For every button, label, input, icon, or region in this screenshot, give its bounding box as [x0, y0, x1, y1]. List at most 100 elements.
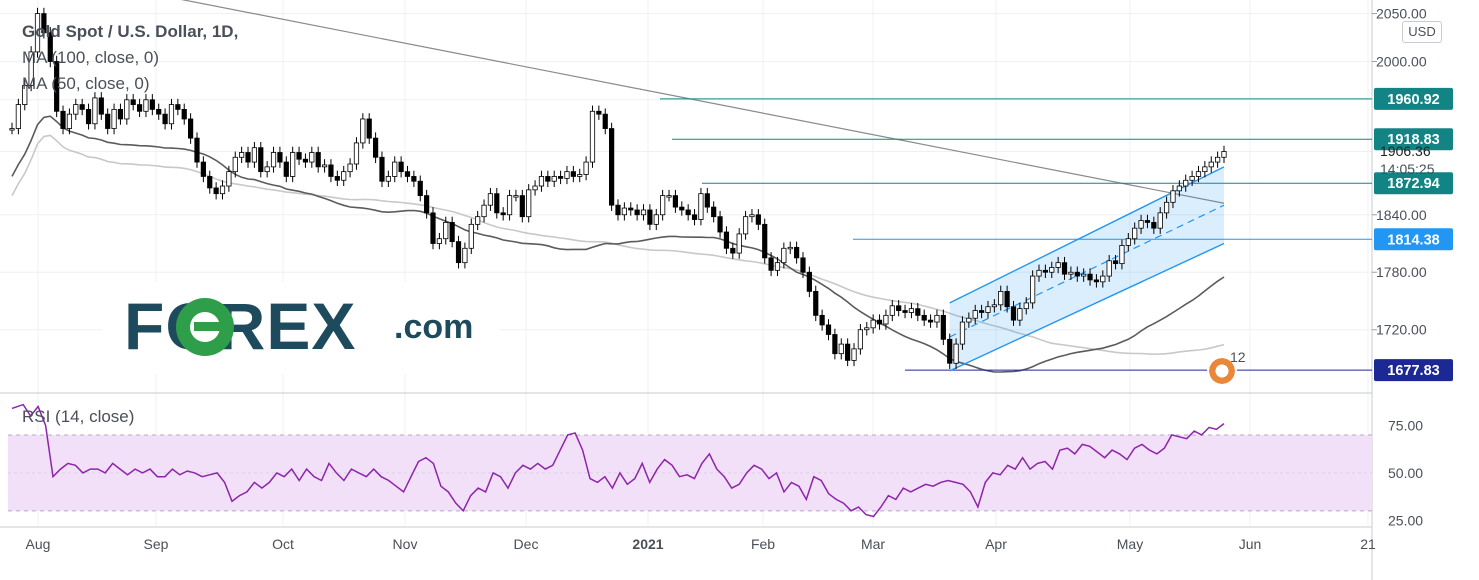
- candle-body-152: [979, 310, 985, 313]
- candle-body-119: [768, 257, 774, 271]
- candle-body-33: [219, 185, 226, 195]
- candle-body-97: [628, 207, 634, 211]
- candle-body-105: [679, 206, 685, 211]
- candle-body-2: [22, 85, 28, 105]
- candle-body-160: [1030, 275, 1036, 304]
- candle-body-108: [698, 193, 704, 220]
- candle-body-59: [385, 176, 391, 182]
- candle-body-120: [774, 262, 781, 271]
- candle-body-173: [1112, 260, 1119, 265]
- candle-body-158: [1017, 308, 1023, 321]
- candle-body-34: [226, 171, 232, 187]
- candle-body-103: [666, 195, 672, 198]
- candle-body-162: [1042, 269, 1048, 273]
- candle-body-179: [1151, 222, 1157, 229]
- time-axis[interactable]: Aug Sep Oct Nov Dec 2021 Feb Mar Apr May Jun 21: [26, 536, 1376, 552]
- candle-body-187: [1202, 166, 1208, 173]
- candle-body-55: [360, 118, 366, 144]
- event-label[interactable]: 12: [1230, 349, 1246, 365]
- price-label-box-0: [1374, 87, 1453, 110]
- candle-body-100: [647, 209, 653, 225]
- candle-body-178: [1144, 220, 1151, 223]
- candle-body-94: [609, 128, 615, 206]
- candle-body-6: [47, 32, 53, 62]
- rsi-path: [11, 403, 1225, 518]
- candle-body-148: [953, 343, 959, 364]
- candle-body-177: [1138, 220, 1144, 229]
- candle-body-90: [583, 161, 589, 175]
- candle-body-132: [851, 348, 857, 361]
- candle-body-41: [270, 152, 277, 168]
- candle-body-142: [915, 308, 921, 316]
- candle-body-139: [896, 305, 902, 311]
- price-label-0: 1960.92: [1387, 92, 1439, 108]
- candle-body-80: [519, 195, 525, 218]
- candle-body-32: [213, 187, 219, 195]
- logo-o-bar: [194, 322, 230, 331]
- month-label-1: Sep: [144, 536, 169, 552]
- chart-title[interactable]: Gold Spot / U.S. Dollar, 1D,: [22, 22, 239, 41]
- candle-body-154: [991, 304, 997, 308]
- us-flag-icon[interactable]: [1207, 356, 1237, 386]
- candle-body-125: [806, 271, 812, 292]
- candle-body-50: [328, 164, 334, 177]
- candle-body-45: [296, 152, 302, 160]
- candle-body-89: [577, 174, 583, 177]
- candle-body-92: [596, 110, 602, 115]
- downtrend-line: [180, 0, 1225, 204]
- candle-body-24: [162, 113, 168, 125]
- candle-body-174: [1119, 245, 1125, 265]
- candle-body-121: [781, 247, 787, 264]
- candle-body-4: [34, 13, 41, 53]
- price-labels: 1960.92 1918.83 1872.94 1814.38 1677.83 1906.…: [1374, 87, 1453, 382]
- candle-body-159: [1023, 302, 1029, 310]
- candle-body-131: [845, 343, 851, 361]
- forex-logo: FOREX .com: [102, 282, 500, 374]
- candle-body-9: [66, 113, 73, 129]
- candle-body-39: [258, 147, 264, 173]
- candle-body-149: [959, 321, 966, 345]
- price-axis[interactable]: 2050.00 2000.00 1840.00 1780.00 1720.00 75.00…: [1372, 6, 1427, 529]
- candle-body-66: [430, 212, 436, 244]
- candle-body-171: [1100, 275, 1106, 283]
- candle-body-19: [130, 99, 136, 105]
- currency-unit-label[interactable]: USD: [1402, 21, 1442, 43]
- candle-body-180: [1157, 212, 1163, 229]
- candle-body-161: [1036, 269, 1042, 277]
- candle-body-118: [762, 223, 768, 259]
- candle-body-184: [1183, 179, 1189, 187]
- candle-body-29: [194, 137, 200, 163]
- candle-body-85: [551, 176, 557, 182]
- candle-body-134: [864, 327, 870, 331]
- candle-body-17: [117, 108, 124, 120]
- legend-rsi[interactable]: RSI (14, close): [22, 407, 135, 426]
- rsi-tick-1: 50.00: [1388, 465, 1423, 481]
- candle-body-116: [749, 214, 755, 218]
- candle-body-122: [787, 246, 793, 250]
- candle-body-147: [947, 338, 953, 364]
- candle-body-70: [455, 241, 462, 264]
- candle-body-117: [755, 214, 761, 225]
- candle-body-133: [857, 329, 864, 350]
- candle-body-77: [500, 212, 506, 216]
- candle-body-136: [876, 319, 883, 325]
- candle-body-102: [660, 195, 666, 216]
- candle-body-153: [985, 306, 991, 313]
- candle-body-146: [940, 314, 946, 340]
- candle-body-52: [341, 171, 347, 181]
- candle-body-8: [60, 110, 66, 129]
- candle-body-130: [838, 343, 844, 355]
- candle-body-38: [251, 147, 257, 163]
- candle-body-82: [532, 185, 538, 191]
- candle-body-18: [124, 99, 130, 120]
- candle-body-124: [800, 257, 806, 273]
- candle-body-150: [966, 317, 972, 323]
- price-tick-3: 1780.00: [1376, 264, 1427, 280]
- logo-suffix: .com: [394, 308, 474, 346]
- legend-ma50[interactable]: MA (50, close, 0): [22, 74, 150, 93]
- candle-body-40: [264, 166, 270, 173]
- price-tick-0: 2050.00: [1376, 6, 1427, 22]
- candle-body-140: [902, 310, 908, 313]
- legend-ma100[interactable]: MA (100, close, 0): [22, 48, 160, 67]
- candle-body-109: [704, 193, 710, 208]
